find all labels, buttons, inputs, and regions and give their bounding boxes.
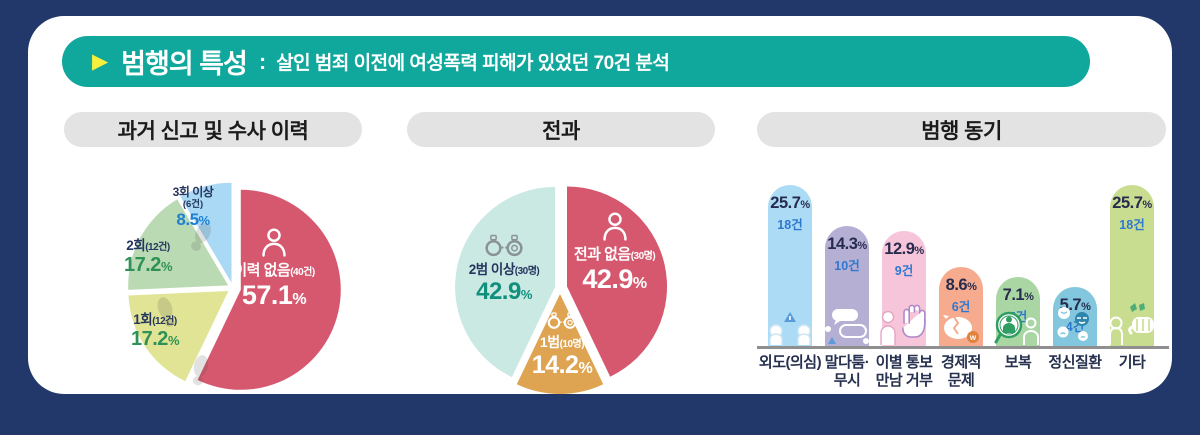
revenge-target-icon <box>994 311 1039 345</box>
pie-slice-two-plus-offenses <box>455 186 556 378</box>
bar-category-economic: 경제적 문제 <box>941 354 981 389</box>
pie-label-once: 1회(12건) 17.2% <box>131 312 180 350</box>
pie-chart-record <box>455 186 668 395</box>
bar-argument: 14.3% 10건 <box>825 226 869 346</box>
argument-icon <box>825 309 869 344</box>
pie-slice-one-offense <box>516 294 604 395</box>
mental-illness-faces-icon <box>1057 307 1089 341</box>
footprint-icon <box>191 222 212 251</box>
bar-chart-baseline <box>757 346 1169 349</box>
header-banner: ▶ 범행의 특성 : 살인 범죄 이전에 여성폭력 피해가 있었던 70건 분석 <box>62 36 1090 87</box>
pie-slice-twice <box>128 199 229 290</box>
page-subtitle: 살인 범죄 이전에 여성폭력 피해가 있었던 70건 분석 <box>276 53 670 74</box>
bar-category-argument: 말다툼· 무시 <box>824 354 870 389</box>
svg-text:w: w <box>969 333 977 342</box>
pie-label-three-plus: 3회 이상 (6건) 8.5% <box>172 185 214 230</box>
pie-label-twice: 2회(12건) 17.2% <box>124 238 173 276</box>
pie-slice-no-record <box>567 186 668 377</box>
handcuffs-icon <box>547 312 577 329</box>
bar-value: 25.7% 18건 <box>1112 194 1152 232</box>
section-title-motive: 범행 동기 <box>757 112 1166 147</box>
broken-piggy-bank-icon: w <box>943 315 979 343</box>
bar-etc: 25.7% 18건 <box>1109 185 1154 346</box>
pie-label-two-plus: 2범 이상(30명) 42.9% <box>443 234 565 306</box>
bar-value: 25.7% 18건 <box>770 194 810 232</box>
play-arrow-icon: ▶ <box>92 50 109 73</box>
bar-category-revenge: 보복 <box>1004 354 1032 371</box>
pie-slice-no-history <box>197 189 341 390</box>
section-title-history: 과거 신고 및 수사 이력 <box>64 112 362 147</box>
pie-label-no-record: 전과 없음(30명) 42.9% <box>552 210 677 296</box>
footprint-icon <box>157 297 175 327</box>
pie-label-one-offense: 1범(10명) 14.2% <box>516 312 608 380</box>
breakup-refusal-icon <box>880 304 926 345</box>
bar-mental-illness: 5.7% 4건 <box>1053 287 1097 346</box>
pie-chart-history <box>128 182 341 390</box>
bar-category-mental: 정신질환 <box>1048 354 1102 371</box>
title-separator: : <box>258 48 267 74</box>
bar-revenge: 7.1% 5건 <box>994 277 1040 346</box>
pie-slice-once <box>128 291 229 382</box>
page-title: 범행의 특성 <box>121 49 248 79</box>
pie-label-no-history: 이력 없음(40건) 57.1% <box>212 226 336 312</box>
bar-value: 14.3% 10건 <box>827 235 867 273</box>
section-title-record: 전과 <box>407 112 715 147</box>
bar-breakup: 12.9% 9건 <box>880 231 926 346</box>
person-icon <box>262 228 286 257</box>
pie-slice-three-plus <box>180 182 232 283</box>
handcuffs-icon <box>485 234 523 257</box>
bar-affair: 25.7% 18건 <box>768 185 812 346</box>
affair-icon <box>769 312 811 345</box>
fist-broken-heart-icon <box>1109 303 1154 345</box>
bar-economic: 8.6% 6건 w <box>939 267 983 346</box>
bar-value: 12.9% 9건 <box>884 240 924 278</box>
bar-category-breakup: 이별 통보 만남 거부 <box>875 354 933 389</box>
bar-value: 8.6% 6건 <box>945 276 977 314</box>
bar-category-affair: 외도(의심) <box>758 354 822 371</box>
person-icon <box>602 212 627 241</box>
footprint-icon <box>192 355 209 386</box>
bar-category-etc: 기타 <box>1118 354 1146 371</box>
